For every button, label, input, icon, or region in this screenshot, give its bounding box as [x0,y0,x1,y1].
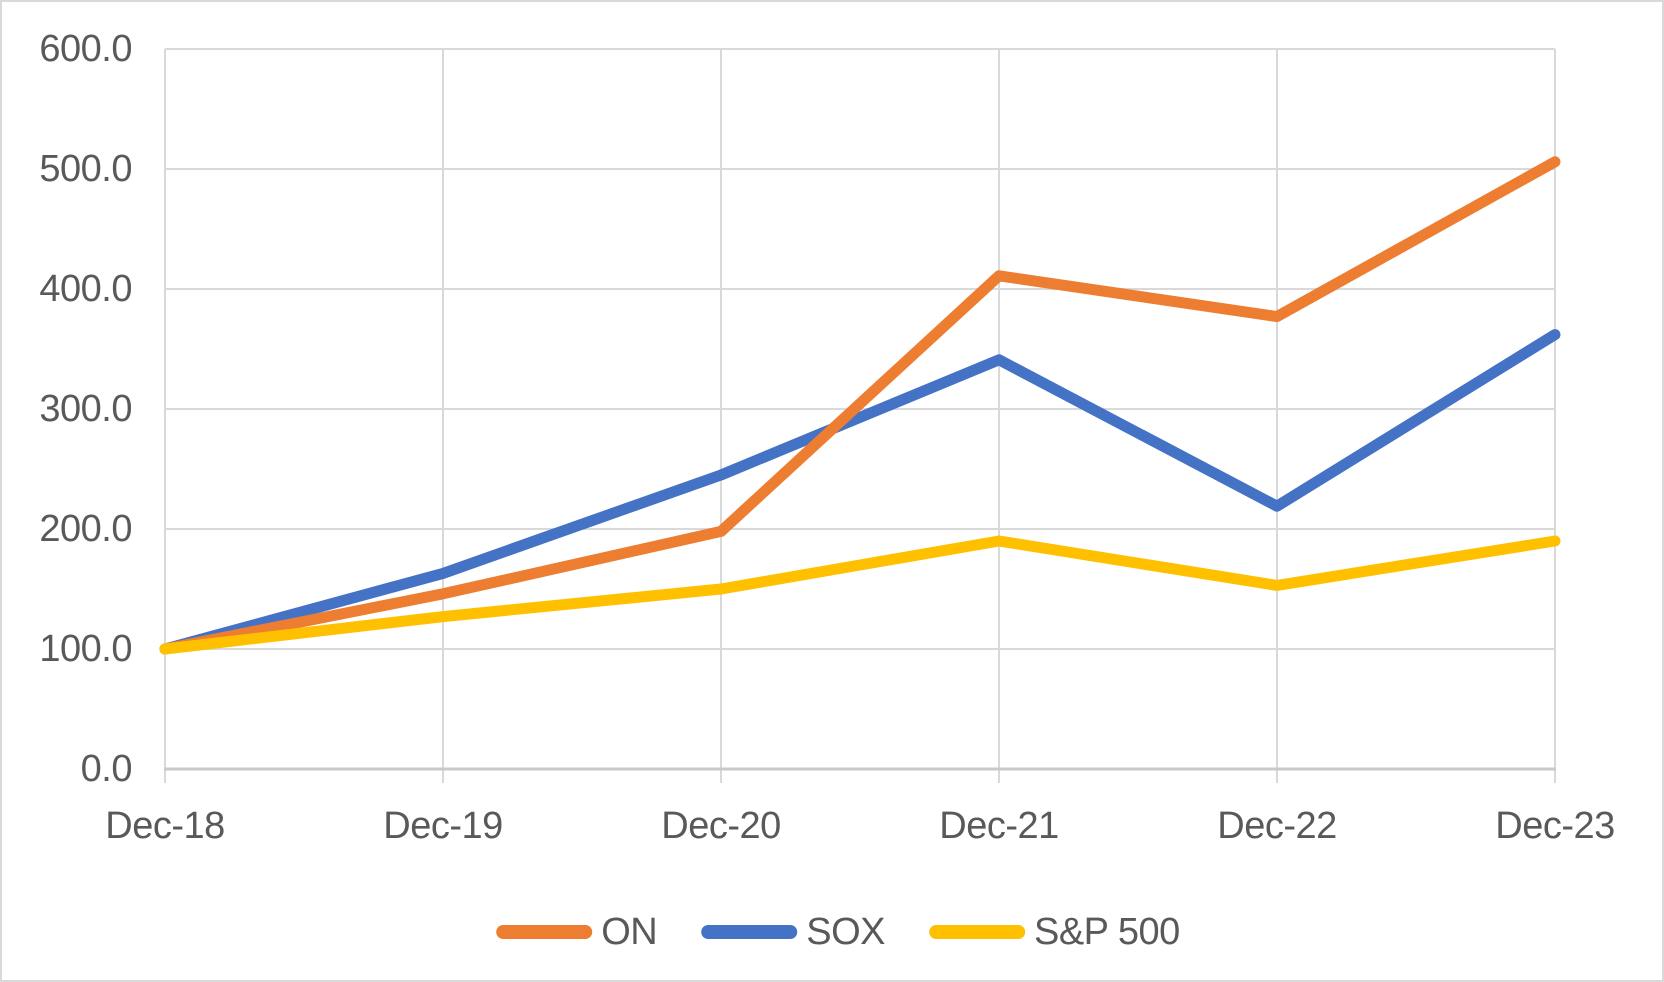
legend-swatch-on [496,925,593,939]
legend-item-sp500: S&P 500 [928,905,1180,959]
y-axis-tick-label: 0.0 [80,748,133,790]
series-line-on [159,156,1561,655]
legend-swatch-sox [701,925,798,939]
x-axis-tick-label: Dec-20 [661,805,781,847]
x-axis-tick-label: Dec-22 [1217,805,1337,847]
horizontal-gridlines [165,48,1555,650]
y-axis-tick-label: 500.0 [39,148,132,190]
x-axis-ticks [164,769,1556,783]
legend: ON SOX S&P 500 [496,905,1180,959]
legend-item-on: ON [496,905,658,959]
legend-label-on: ON [601,911,658,953]
x-axis-tick-label: Dec-21 [939,805,1059,847]
y-axis-tick-label: 300.0 [39,388,132,430]
legend-label-sp500: S&P 500 [1033,911,1180,953]
y-axis-tick-label: 100.0 [39,628,132,670]
x-axis-tick-label: Dec-19 [383,805,503,847]
y-axis-tick-label: 400.0 [39,268,132,310]
y-axis-tick-label: 600.0 [39,28,132,70]
x-axis-tick-label: Dec-18 [105,805,225,847]
legend-swatch-sp500 [928,925,1025,939]
legend-item-sox: SOX [701,905,885,959]
x-axis-tick-label: Dec-23 [1495,805,1615,847]
legend-label-sox: SOX [806,911,885,953]
series-line-sp500 [159,535,1561,655]
series-line-sox [159,329,1561,655]
series-lines [159,156,1561,655]
y-axis-tick-label: 200.0 [39,508,132,550]
vertical-gridlines [164,49,1556,769]
